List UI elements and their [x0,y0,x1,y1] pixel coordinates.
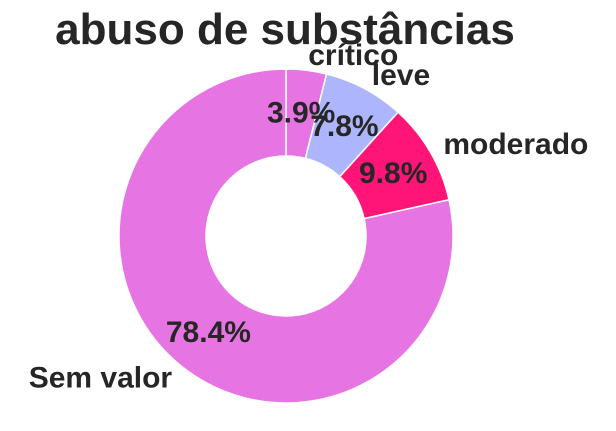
labels-group: 3.9% crítico 7.8% leve 9.8% moderado 78.4% Sem … [29,39,589,395]
category-label-leve: leve [372,59,430,92]
category-label-sem-valor: Sem valor [29,361,173,394]
slices-group [118,68,454,404]
chart-title: abuso de substâncias [55,5,515,54]
value-label-moderado: 9.8% [359,157,427,190]
value-label-critico: 3.9% [267,96,335,129]
category-label-moderado: moderado [443,128,588,161]
value-label-leve: 7.8% [310,110,378,143]
slice-sem-valor [118,68,454,404]
value-label-sem-valor: 78.4% [166,316,251,349]
category-label-critico: crítico [308,39,398,72]
